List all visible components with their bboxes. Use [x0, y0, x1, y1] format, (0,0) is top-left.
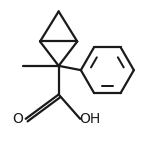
Text: OH: OH	[79, 112, 100, 126]
Text: O: O	[12, 112, 23, 126]
